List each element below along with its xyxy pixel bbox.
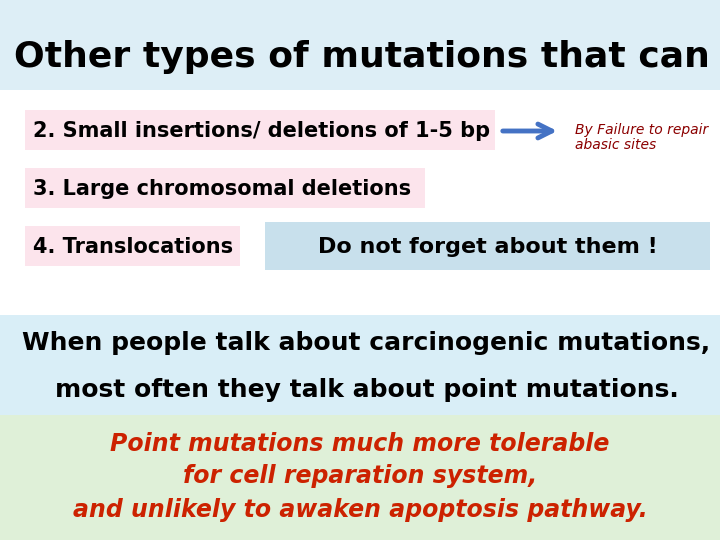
FancyBboxPatch shape — [25, 168, 425, 208]
Text: 2. Small insertions/ deletions of 1-5 bp: 2. Small insertions/ deletions of 1-5 bp — [33, 121, 490, 141]
FancyBboxPatch shape — [0, 90, 720, 315]
Text: for cell reparation system,: for cell reparation system, — [183, 464, 537, 488]
FancyBboxPatch shape — [265, 222, 710, 270]
FancyBboxPatch shape — [0, 415, 720, 540]
Text: most often they talk about point mutations.: most often they talk about point mutatio… — [55, 378, 679, 402]
FancyBboxPatch shape — [0, 0, 720, 90]
Text: Other types of mutations that can occur: Other types of mutations that can occur — [14, 40, 720, 74]
Text: abasic sites: abasic sites — [575, 138, 656, 152]
Text: When people talk about carcinogenic mutations,: When people talk about carcinogenic muta… — [22, 331, 710, 355]
Text: By Failure to repair: By Failure to repair — [575, 123, 708, 137]
FancyBboxPatch shape — [25, 226, 240, 266]
Text: 3. Large chromosomal deletions: 3. Large chromosomal deletions — [33, 179, 411, 199]
Text: Do not forget about them !: Do not forget about them ! — [318, 237, 658, 257]
Text: and unlikely to awaken apoptosis pathway.: and unlikely to awaken apoptosis pathway… — [73, 498, 647, 522]
Text: 4. Translocations: 4. Translocations — [33, 237, 233, 257]
Text: Point mutations much more tolerable: Point mutations much more tolerable — [110, 432, 610, 456]
FancyBboxPatch shape — [0, 315, 720, 415]
FancyBboxPatch shape — [25, 110, 495, 150]
